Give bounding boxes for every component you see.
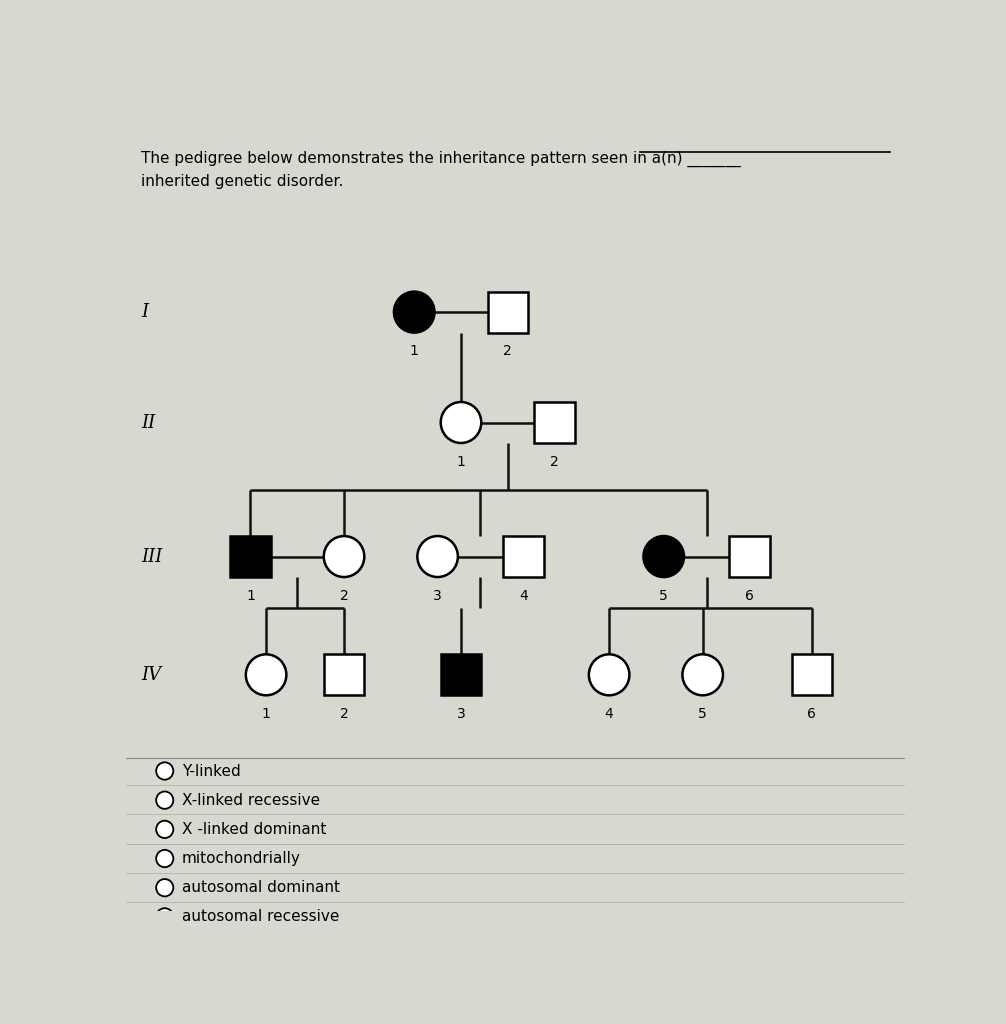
Text: 1: 1 [457, 455, 466, 469]
Text: 3: 3 [457, 708, 466, 721]
Circle shape [682, 654, 723, 695]
Circle shape [156, 762, 173, 779]
Bar [792, 654, 832, 695]
Circle shape [589, 654, 630, 695]
Text: I: I [141, 303, 149, 322]
Circle shape [324, 536, 364, 578]
Text: 2: 2 [340, 589, 348, 603]
Text: autosomal dominant: autosomal dominant [182, 881, 340, 895]
Circle shape [156, 879, 173, 896]
Text: 2: 2 [550, 455, 559, 469]
Text: autosomal recessive: autosomal recessive [182, 909, 339, 925]
Text: 1: 1 [246, 589, 255, 603]
Text: 2: 2 [340, 708, 348, 721]
Text: inherited genetic disorder.: inherited genetic disorder. [141, 174, 344, 189]
Text: 5: 5 [659, 589, 668, 603]
Bar [488, 292, 528, 333]
Text: 5: 5 [698, 708, 707, 721]
Bar [729, 536, 770, 578]
Bar [503, 536, 543, 578]
Text: III: III [141, 548, 163, 565]
Text: X-linked recessive: X-linked recessive [182, 793, 320, 808]
Text: 1: 1 [409, 344, 418, 358]
Circle shape [245, 654, 287, 695]
Text: 3: 3 [434, 589, 442, 603]
Circle shape [644, 536, 684, 578]
Circle shape [441, 402, 481, 443]
Circle shape [156, 820, 173, 838]
Text: 1: 1 [262, 708, 271, 721]
Text: 6: 6 [808, 708, 816, 721]
Bar [534, 402, 574, 443]
Text: IV: IV [141, 666, 162, 684]
Text: 2: 2 [503, 344, 512, 358]
Text: 4: 4 [519, 589, 528, 603]
Bar [441, 654, 481, 695]
Circle shape [156, 850, 173, 867]
Text: II: II [141, 414, 156, 431]
Circle shape [156, 792, 173, 809]
Text: The pedigree below demonstrates the inheritance pattern seen in a(n) _______: The pedigree below demonstrates the inhe… [141, 151, 741, 167]
Bar [230, 536, 271, 578]
Circle shape [394, 292, 435, 333]
Circle shape [156, 908, 173, 926]
Bar [324, 654, 364, 695]
Text: X -linked dominant: X -linked dominant [182, 822, 326, 837]
Text: 4: 4 [605, 708, 614, 721]
Circle shape [417, 536, 458, 578]
Text: 6: 6 [745, 589, 753, 603]
Text: Y-linked: Y-linked [182, 764, 240, 778]
Text: mitochondrially: mitochondrially [182, 851, 301, 866]
